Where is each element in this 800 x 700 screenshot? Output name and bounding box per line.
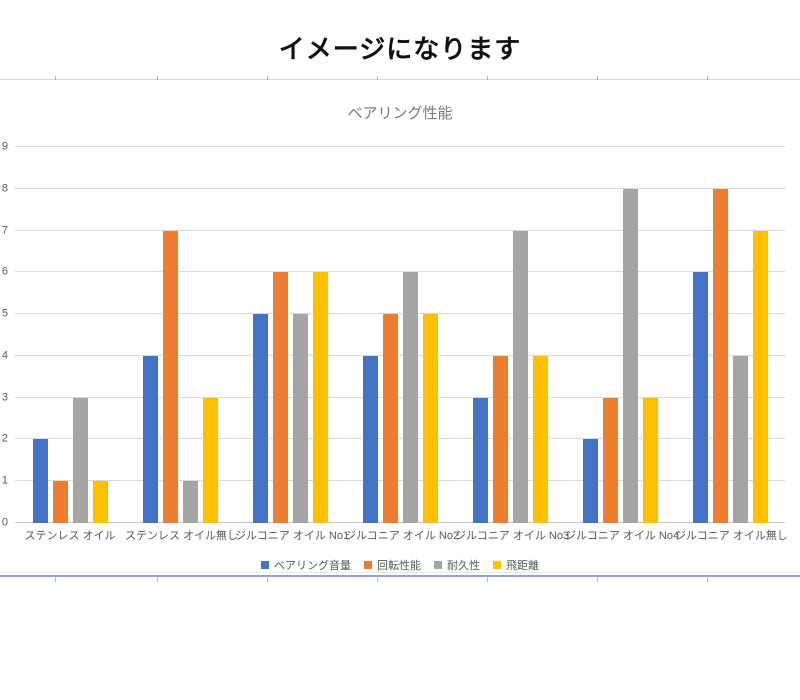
bar [642,397,658,523]
bar [732,355,748,523]
legend-label: ベアリング音量 [274,560,351,572]
y-axis-label: 1 [1,474,8,487]
column-tick [487,577,488,582]
gridline [15,354,785,356]
bar [52,481,68,523]
y-axis-label: 3 [1,391,8,404]
bar [582,439,598,523]
column-tick [597,577,598,582]
legend-item: 飛距離 [493,557,539,573]
gridline [15,146,785,147]
legend: ベアリング音量 回転性能 耐久性 飛距離 [0,557,800,573]
page-heading: イメージになります [278,34,522,64]
y-axis-label: 9 [1,140,8,153]
gridline [15,271,785,273]
bar [402,272,418,523]
bar [142,355,158,523]
sheet-gridline-top [0,79,800,80]
bar [422,314,438,523]
x-axis-label: ジルコニア オイル No1 [235,530,350,542]
gridline [15,396,785,398]
legend-item: 耐久性 [434,557,480,573]
column-tick [267,76,268,81]
bar [312,272,328,523]
x-axis-label: ジルコニア オイル No2 [345,530,460,542]
y-axis-label: 7 [1,224,8,237]
legend-item: 回転性能 [364,557,421,573]
y-axis-label: 2 [1,432,8,445]
column-tick [707,577,708,582]
gridline [15,438,785,440]
legend-swatch [493,561,501,569]
legend-label: 飛距離 [506,560,539,572]
bar [272,272,288,523]
column-tick [377,76,378,81]
column-tick [707,76,708,81]
x-axis-label: ジルコニア オイル無し [675,530,788,542]
chart-bottom-edge [0,572,800,573]
bar [622,188,638,523]
bar [712,188,728,523]
bar [492,355,508,523]
legend-swatch [434,561,442,569]
column-tick [157,76,158,81]
bar [512,230,528,523]
gridline [15,522,785,523]
y-axis-label: 6 [1,265,8,278]
gridline [15,187,785,189]
y-axis-label: 0 [1,516,8,529]
column-tick [157,577,158,582]
bar [472,397,488,523]
bar [252,314,268,523]
column-tick [377,577,378,582]
x-axis-label: ステンレス オイル無し [125,530,239,542]
legend-swatch [364,561,372,569]
bar [382,314,398,523]
bar [182,481,198,523]
bar [602,397,618,523]
column-tick [55,577,56,582]
bar [362,355,378,523]
x-axis-label: ステンレス オイル [24,530,116,542]
bar [202,397,218,523]
legend-item: ベアリング音量 [261,557,351,573]
x-axis-label: ジルコニア オイル No3 [455,530,570,542]
bar [162,230,178,523]
column-tick [487,76,488,81]
column-tick [597,76,598,81]
y-axis-label: 8 [1,182,8,195]
bar [752,230,768,523]
chart-title: ベアリング性能 [347,105,453,122]
sheet-gridline-bottom [0,575,800,577]
bar [532,355,548,523]
legend-swatch [261,561,269,569]
column-tick [267,577,268,582]
x-axis-label: ジルコニア オイル No4 [565,530,680,542]
gridline [15,313,785,315]
y-axis-label: 5 [1,307,8,320]
bar [32,439,48,523]
bar [72,397,88,523]
column-tick [55,76,56,81]
y-axis-label: 4 [1,349,8,362]
legend-label: 耐久性 [447,560,480,572]
bar [92,481,108,523]
gridline [15,229,785,231]
gridline [15,480,785,482]
bar [692,272,708,523]
legend-label: 回転性能 [377,560,421,572]
bar [292,314,308,523]
